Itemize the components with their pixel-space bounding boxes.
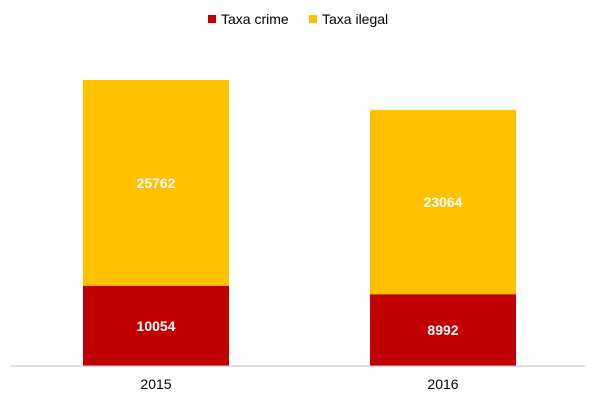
legend-swatch-taxa-ilegal: [309, 15, 317, 23]
data-label-taxa-crime-2016: 8992: [427, 322, 458, 338]
bar-taxa-crime-2016: [370, 294, 516, 366]
x-tick-label-2015: 2015: [140, 376, 171, 392]
bar-taxa-crime-2015: [83, 285, 229, 366]
x-tick-label-2016: 2016: [427, 376, 458, 392]
data-label-taxa-crime-2015: 10054: [137, 318, 176, 334]
x-tick-labels: 2015 2016: [140, 376, 458, 392]
legend: Taxa crime Taxa ilegal: [208, 11, 388, 27]
bar-taxa-ilegal-2015: [83, 80, 229, 286]
bar-taxa-ilegal-2016: [370, 110, 516, 295]
data-labels: 10054 25762 8992 23064: [137, 175, 463, 338]
data-label-taxa-ilegal-2015: 25762: [137, 175, 176, 191]
legend-swatch-taxa-crime: [208, 15, 216, 23]
data-label-taxa-ilegal-2016: 23064: [424, 194, 463, 210]
legend-label-taxa-crime: Taxa crime: [221, 11, 289, 27]
legend-label-taxa-ilegal: Taxa ilegal: [322, 11, 388, 27]
bars-group: [83, 80, 516, 366]
